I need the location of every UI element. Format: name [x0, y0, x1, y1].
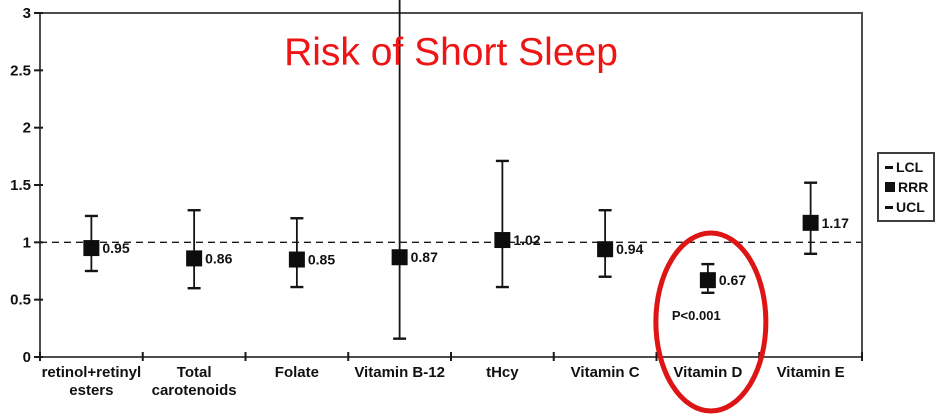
legend-label: UCL — [896, 199, 925, 215]
rrr-marker — [802, 214, 819, 231]
point-value-label: 0.94 — [616, 241, 643, 257]
y-tick-label: 1 — [23, 234, 31, 251]
point-value-label: 0.87 — [411, 249, 438, 265]
point-value-label: 0.67 — [719, 272, 746, 288]
category-label: Total carotenoids — [152, 364, 237, 399]
p-value-annotation: P<0.001 — [671, 308, 721, 323]
legend-label: LCL — [896, 159, 924, 175]
legend-item-lcl: LCL — [885, 159, 930, 175]
category-label: Folate — [275, 364, 319, 381]
y-tick-label: 2 — [23, 120, 31, 137]
point-value-label: 0.95 — [102, 240, 129, 256]
y-tick-label: 3 — [23, 5, 31, 22]
category-label: retinol+retinyl esters — [42, 364, 142, 399]
category-label: Vitamin B-12 — [354, 364, 445, 381]
category-label: Vitamin D — [673, 364, 742, 381]
y-tick-label: 0.5 — [10, 292, 31, 309]
legend-marker-dash-icon — [885, 205, 893, 209]
highlight-ellipse — [653, 230, 769, 414]
point-value-label: 1.17 — [822, 215, 849, 231]
legend: LCL RRR UCL — [877, 152, 935, 222]
rrr-marker — [186, 250, 203, 267]
legend-label: RRR — [898, 179, 929, 195]
category-label: Vitamin C — [571, 364, 640, 381]
rrr-marker — [699, 272, 716, 289]
legend-marker-dash-icon — [885, 165, 893, 169]
y-tick-label: 2.5 — [10, 62, 31, 79]
chart-title: Risk of Short Sleep — [284, 31, 618, 74]
legend-item-rrr: RRR — [885, 179, 930, 195]
y-tick-label: 0 — [23, 349, 31, 366]
rrr-marker — [83, 240, 100, 257]
category-label: Vitamin E — [777, 364, 845, 381]
point-value-label: 0.86 — [205, 250, 232, 266]
category-label: tHcy — [486, 364, 519, 381]
legend-marker-square-icon — [885, 182, 895, 192]
rrr-marker — [391, 249, 408, 266]
rrr-marker — [288, 251, 305, 268]
rrr-marker — [597, 241, 614, 258]
legend-item-ucl: UCL — [885, 199, 930, 215]
y-tick-label: 1.5 — [10, 177, 31, 194]
rrr-marker — [494, 232, 511, 249]
point-value-label: 1.02 — [513, 232, 540, 248]
point-value-label: 0.85 — [308, 252, 335, 268]
